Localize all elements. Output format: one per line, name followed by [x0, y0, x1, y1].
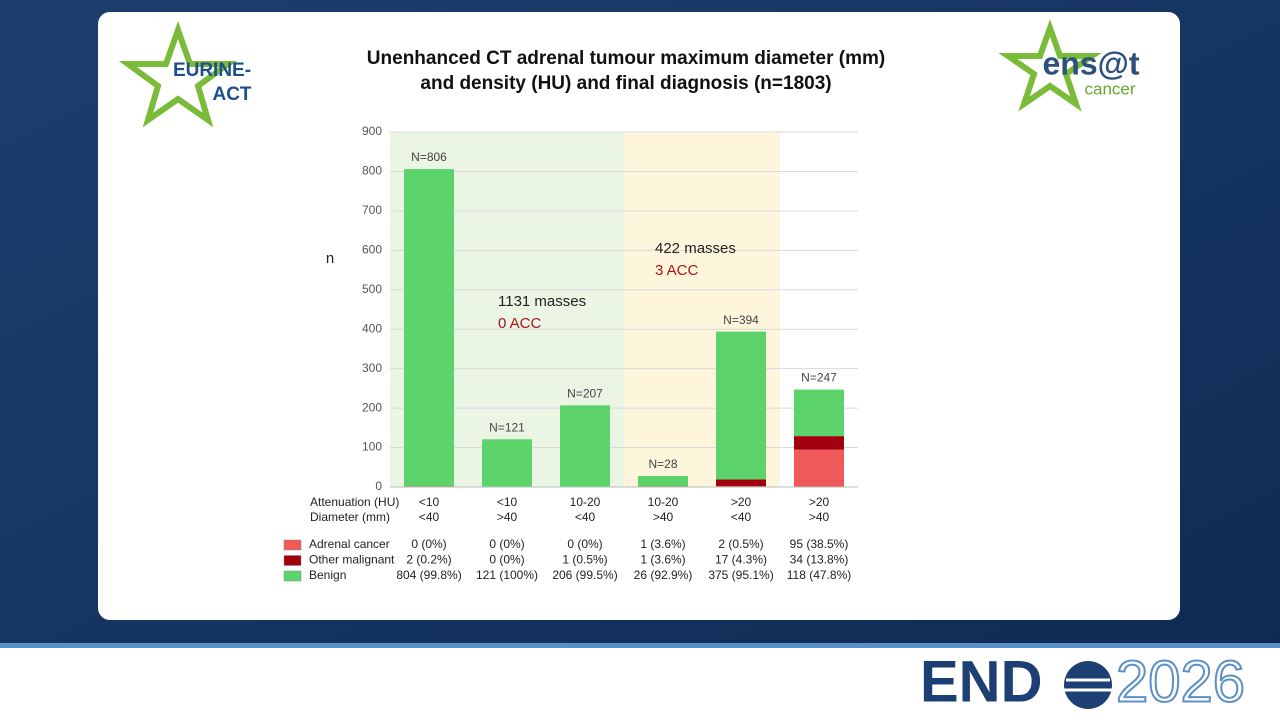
logo-star [118, 20, 238, 128]
table-value: 1 (3.6%) [640, 553, 685, 567]
table-value: 0 (0%) [411, 537, 446, 551]
bar-segment [560, 405, 610, 487]
bar-segment [482, 439, 532, 487]
x-tick-label: <40 [419, 510, 440, 524]
footer-rule [0, 643, 1280, 648]
table-value: 2 (0.2%) [406, 553, 451, 567]
total-label: N=247 [801, 371, 837, 385]
total-label: N=806 [411, 150, 447, 164]
y-tick-label: 600 [362, 243, 382, 257]
category-row-label: Attenuation (HU) [310, 495, 399, 509]
plot: 0 100 200 300 400 500 600 700 800 900 1131 masses 0… [283, 124, 858, 582]
table-value: 118 (47.8%) [787, 568, 851, 582]
legend-label: Benign [309, 568, 346, 582]
x-tick-label: <10 [497, 495, 518, 509]
annotation: 1131 masses [498, 293, 586, 310]
legend-label: Adrenal cancer [309, 537, 390, 551]
table-value: 0 (0%) [489, 537, 524, 551]
table-value: 206 (99.5%) [552, 568, 617, 582]
x-tick-label: >20 [809, 495, 830, 509]
brand-globe-lines [1064, 678, 1112, 692]
table-value: 121 (100%) [476, 568, 538, 582]
bar-segment [638, 475, 688, 487]
table-value: 804 (99.8%) [396, 568, 461, 582]
y-tick-label: 0 [375, 479, 382, 493]
table-value: 0 (0%) [489, 553, 524, 567]
x-tick-label: >20 [731, 495, 752, 509]
bar-segment [794, 449, 844, 487]
bar-segment [404, 169, 454, 487]
brand-year: 2026 [1116, 649, 1245, 714]
y-tick-label: 300 [362, 361, 382, 375]
x-tick-label: >40 [497, 510, 518, 524]
table-value: 34 (13.8%) [790, 553, 849, 567]
logo-text: EURINE- [173, 60, 251, 81]
bar-segment [716, 331, 766, 480]
x-tick-label: <40 [731, 510, 752, 524]
bar-segment [716, 479, 766, 487]
legend-swatch [283, 555, 302, 566]
table-value: 95 (38.5%) [790, 537, 849, 551]
brand-globe [1064, 661, 1112, 709]
x-tick-label: <40 [575, 510, 596, 524]
x-tick-label: >40 [809, 510, 830, 524]
chart-title: and density (HU) and final diagnosis (n=… [420, 73, 831, 94]
y-tick-label: 900 [362, 124, 382, 138]
total-label: N=121 [489, 420, 525, 434]
brand: END [920, 649, 1042, 714]
x-tick-label: 10-20 [570, 495, 601, 509]
y-tick-label: 400 [362, 321, 382, 335]
category-row-label: Diameter (mm) [310, 510, 390, 524]
y-tick-label: 500 [362, 282, 382, 296]
annotation-sub: 0 ACC [498, 315, 542, 332]
logo-text: cancer [1084, 79, 1135, 98]
x-tick-label: 10-20 [648, 495, 679, 509]
annotation: 422 masses [655, 240, 736, 257]
bar-segment [794, 389, 844, 437]
total-label: N=28 [648, 457, 677, 471]
x-tick-label: >40 [653, 510, 674, 524]
table-value: 0 (0%) [567, 537, 602, 551]
y-tick-label: 800 [362, 164, 382, 178]
logo-text: ens@t [1043, 45, 1140, 81]
legend-swatch [283, 539, 302, 551]
table-value: 1 (3.6%) [640, 537, 685, 551]
table-value: 17 (4.3%) [715, 553, 767, 567]
table-value: 1 (0.5%) [562, 553, 607, 567]
total-label: N=394 [723, 313, 759, 327]
y-tick-label: 700 [362, 203, 382, 217]
y-axis-label: n [326, 250, 334, 267]
bar-segment [794, 436, 844, 450]
table-value: 2 (0.5%) [718, 537, 763, 551]
logo-star [998, 19, 1102, 112]
y-tick-label: 200 [362, 400, 382, 414]
legend-label: Other malignant [309, 553, 395, 567]
chart-title: Unenhanced CT adrenal tumour maximum dia… [367, 48, 885, 69]
total-label: N=207 [567, 387, 603, 401]
annotation-sub: 3 ACC [655, 262, 699, 279]
y-tick-label: 100 [362, 440, 382, 454]
x-tick-label: <10 [419, 495, 440, 509]
table-value: 375 (95.1%) [708, 568, 773, 582]
logo-text: ACT [212, 84, 251, 105]
table-value: 26 (92.9%) [634, 568, 693, 582]
legend-swatch [283, 570, 302, 582]
